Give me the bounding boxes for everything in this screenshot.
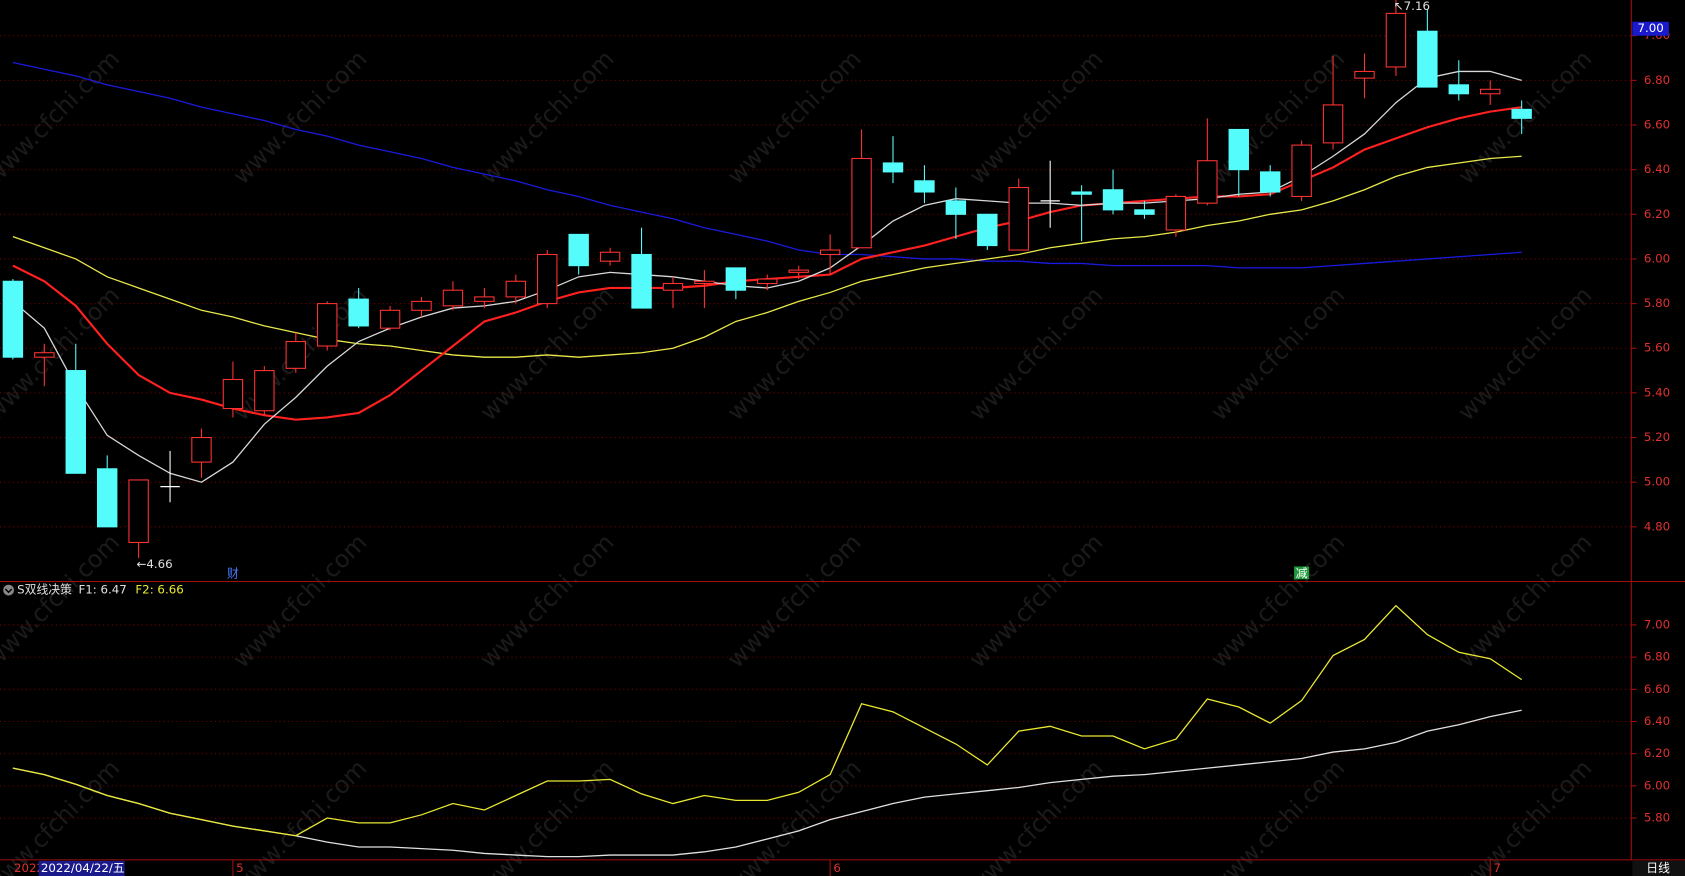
y-tick-label: 5.00: [1644, 475, 1670, 489]
candle-body: [1417, 30, 1438, 88]
indicator-title: S双线决策: [17, 583, 72, 597]
current-price-label: 7.00: [1637, 21, 1663, 35]
candle-body: [631, 253, 652, 309]
candle-body: [285, 341, 306, 369]
candle-body: [1511, 108, 1532, 119]
y-tick-label: 5.80: [1644, 296, 1670, 310]
candle-body: [348, 298, 369, 327]
candle-body: [317, 303, 338, 347]
candle-body: [914, 180, 935, 193]
y-tick-label: 6.40: [1644, 714, 1670, 728]
legend-entry: F2: 6.66: [135, 583, 183, 597]
candle-body: [1165, 195, 1187, 231]
candle-body: [1008, 186, 1029, 251]
candle-body: [1448, 84, 1470, 95]
candle-body: [1259, 171, 1281, 193]
indicator-icon-arrow: [4, 588, 13, 594]
candle-body: [757, 278, 778, 285]
candle-body: [788, 269, 809, 273]
candle-body: [1385, 12, 1407, 68]
candle-body: [568, 233, 589, 267]
candle-body: [819, 249, 841, 256]
period-box[interactable]: [1632, 860, 1685, 876]
y-tick-label: 6.40: [1644, 162, 1670, 176]
indicator-icon[interactable]: [3, 584, 14, 596]
candle-body: [1197, 160, 1218, 204]
candle-body: [96, 468, 118, 528]
candle-body: [945, 200, 967, 215]
candle-body: [379, 309, 401, 329]
line-series: [12, 61, 1522, 269]
candle-body: [65, 370, 86, 474]
candle-body: [128, 479, 149, 544]
low-label: ←4.66: [136, 557, 172, 571]
candle-body: [1228, 128, 1249, 171]
candle-body: [537, 253, 558, 305]
candle-body: [1102, 189, 1124, 211]
y-tick-label: 5.80: [1644, 811, 1670, 825]
y-tick-label: 6.20: [1644, 207, 1670, 221]
candle-body: [411, 300, 432, 311]
event-label: 减: [1296, 566, 1308, 580]
candle-body: [222, 378, 244, 410]
cursor-label-box: [38, 860, 125, 876]
candle-body: [1291, 144, 1312, 197]
candle-body: [725, 267, 747, 291]
line-series: [12, 604, 1523, 837]
y-tick-label: 5.40: [1644, 385, 1670, 399]
candle-body: [851, 157, 872, 249]
candle-body: [1354, 70, 1375, 79]
candle-body: [599, 251, 621, 262]
x-tick-label: 6: [833, 861, 841, 875]
y-tick-label: 6.80: [1644, 73, 1670, 87]
y-tick-label: 6.60: [1644, 682, 1670, 696]
y-tick-label: 6.00: [1644, 251, 1670, 265]
candle-body: [34, 352, 55, 358]
x-tick-label: 5: [236, 861, 244, 875]
high-label: ↖7.16: [1394, 0, 1430, 13]
candle-body: [442, 289, 464, 307]
y-tick-label: 4.80: [1644, 519, 1670, 533]
candle-body: [1480, 88, 1501, 95]
candle-body: [505, 280, 527, 298]
x-tick-label: 7: [1493, 861, 1501, 875]
axis-year: 2022: [14, 861, 44, 875]
y-tick-label: 5.20: [1644, 430, 1670, 444]
event-label: 财: [227, 566, 239, 580]
current-price-box: [1632, 21, 1669, 36]
y-tick-label: 6.80: [1644, 650, 1670, 664]
candle-body: [191, 437, 212, 463]
y-tick-label: 6.20: [1644, 746, 1670, 760]
period-label[interactable]: 日线: [1646, 861, 1670, 875]
candle-body: [254, 370, 275, 412]
cursor-label: 2022/04/22/五: [41, 861, 125, 875]
candle-body: [2, 280, 24, 358]
candle-body: [1071, 191, 1092, 195]
candle-body: [1134, 209, 1155, 215]
candle-body: [882, 162, 904, 173]
y-tick-label: 7.00: [1644, 617, 1670, 631]
y-tick-label: 6.00: [1644, 778, 1670, 792]
candle-body: [474, 296, 495, 302]
event-box: [1294, 566, 1310, 580]
legend-entry: F1: 6.47: [78, 583, 126, 597]
candle-body: [977, 213, 998, 247]
candle-body: [1322, 104, 1344, 144]
candle-body: [694, 280, 715, 285]
y-tick-label: 5.60: [1644, 341, 1670, 355]
y-tick-label: 6.60: [1644, 118, 1670, 132]
candle-body: [662, 282, 684, 291]
line-series: [12, 155, 1522, 358]
